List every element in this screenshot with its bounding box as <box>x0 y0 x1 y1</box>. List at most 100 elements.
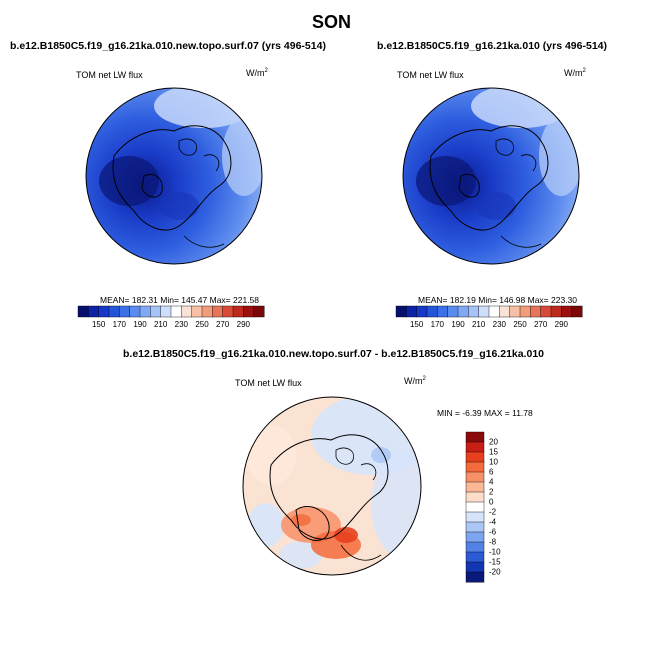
variable-label-diff: TOM net LW flux <box>235 378 302 388</box>
colorbar-swatch <box>465 531 485 543</box>
colorbar-abs-new-topo <box>77 305 265 318</box>
colorbar-swatch <box>465 541 485 553</box>
colorbar-diff <box>465 431 485 583</box>
colorbar-swatch <box>465 511 485 523</box>
polar-map-control <box>402 87 580 265</box>
colorbar-swatch <box>170 305 182 318</box>
colorbar-tick-label: 210 <box>153 320 168 329</box>
colorbar-swatch <box>499 305 511 318</box>
colorbar-swatch <box>465 481 485 493</box>
colorbar-swatch <box>465 441 485 453</box>
colorbar-tick-label: 150 <box>409 320 424 329</box>
colorbar-tick-label: 15 <box>489 447 498 457</box>
colorbar-tick-label: -20 <box>489 567 501 577</box>
diff-title: b.e12.B1850C5.f19_g16.21ka.010.new.topo.… <box>123 348 545 360</box>
colorbar-swatch <box>119 305 131 318</box>
colorbar-swatch <box>465 471 485 483</box>
colorbar-swatch <box>232 305 244 318</box>
colorbar-tick-label: -10 <box>489 547 501 557</box>
colorbar-tick-label: 210 <box>471 320 486 329</box>
colorbar-tick-label: 150 <box>91 320 106 329</box>
stats-new-topo: MEAN= 182.31 Min= 145.47 Max= 221.58 <box>100 295 260 305</box>
colorbar-swatch <box>478 305 490 318</box>
colorbar-tick-label: 190 <box>451 320 465 329</box>
units-label-new-topo: W/m2 <box>246 68 268 78</box>
colorbar-swatch <box>416 305 428 318</box>
colorbar-swatch <box>222 305 234 318</box>
colorbar-swatch <box>243 305 255 318</box>
colorbar-tick-label: 270 <box>533 320 548 329</box>
stats-control: MEAN= 182.19 Min= 146.98 Max= 223.30 <box>418 295 578 305</box>
colorbar-swatch <box>465 521 485 533</box>
variable-label-control: TOM net LW flux <box>397 70 464 80</box>
colorbar-swatch <box>181 305 193 318</box>
colorbar-tick-label: 230 <box>174 320 189 329</box>
colorbar-swatch <box>437 305 449 318</box>
colorbar-swatch <box>561 305 573 318</box>
colorbar-swatch <box>108 305 120 318</box>
colorbar-labels-control: 150 170 190 210 230 250 270 290 <box>396 320 582 332</box>
colorbar-tick-label: -15 <box>489 557 501 567</box>
colorbar-swatch <box>465 561 485 573</box>
colorbar-tick-label: 4 <box>489 477 494 487</box>
colorbar-swatch <box>150 305 162 318</box>
colorbar-tick-label: 250 <box>513 320 527 329</box>
variable-label-new-topo: TOM net LW flux <box>76 70 143 80</box>
figure-title: SON <box>311 12 351 32</box>
colorbar-tick-label: 250 <box>195 320 209 329</box>
colorbar-labels-diff: 20 15 10 6 4 2 0 -2 -4 -6 -8 -10 -15 -20 <box>489 432 519 582</box>
colorbar-tick-label: 6 <box>489 467 494 477</box>
colorbar-tick-label: 190 <box>133 320 147 329</box>
colorbar-swatch <box>191 305 203 318</box>
colorbar-swatch <box>488 305 500 318</box>
colorbar-tick-label: -4 <box>489 517 497 527</box>
colorbar-tick-label: 20 <box>489 437 498 447</box>
colorbar-abs-control <box>395 305 583 318</box>
colorbar-tick-label: 10 <box>489 457 498 467</box>
colorbar-swatch <box>98 305 110 318</box>
colorbar-swatch <box>530 305 542 318</box>
colorbar-swatch <box>160 305 172 318</box>
colorbar-swatch <box>519 305 531 318</box>
colorbar-tick-label: -6 <box>489 527 497 537</box>
panel-title-new-topo: b.e12.B1850C5.f19_g16.21ka.010.new.topo.… <box>10 40 326 52</box>
colorbar-swatch <box>550 305 562 318</box>
colorbar-swatch <box>465 551 485 563</box>
stats-diff: MIN = -6.39 MAX = 11.78 <box>437 408 533 418</box>
colorbar-tick-label: -8 <box>489 537 497 547</box>
colorbar-swatch <box>406 305 418 318</box>
polar-map-diff <box>242 396 422 576</box>
colorbar-tick-label: 230 <box>492 320 507 329</box>
colorbar-swatch <box>540 305 552 318</box>
colorbar-swatch <box>129 305 141 318</box>
units-label-control: W/m2 <box>564 68 586 78</box>
colorbar-tick-label: -2 <box>489 507 497 517</box>
colorbar-swatch <box>253 305 265 318</box>
colorbar-tick-label: 2 <box>489 487 494 497</box>
colorbar-swatch <box>465 431 485 443</box>
colorbar-swatch <box>465 571 485 583</box>
colorbar-swatch <box>77 305 89 318</box>
colorbar-labels-new-topo: 150 170 190 210 230 250 270 290 <box>78 320 264 332</box>
colorbar-tick-label: 0 <box>489 497 494 507</box>
colorbar-tick-label: 290 <box>554 320 569 329</box>
colorbar-swatch <box>468 305 480 318</box>
polar-map-new-topo <box>85 87 263 265</box>
colorbar-swatch <box>426 305 438 318</box>
colorbar-tick-label: 270 <box>215 320 230 329</box>
colorbar-swatch <box>465 451 485 463</box>
colorbar-swatch <box>447 305 459 318</box>
colorbar-swatch <box>212 305 224 318</box>
colorbar-swatch <box>509 305 521 318</box>
colorbar-swatch <box>465 461 485 473</box>
colorbar-swatch <box>88 305 100 318</box>
colorbar-tick-label: 170 <box>112 320 127 329</box>
colorbar-swatch <box>139 305 151 318</box>
colorbar-swatch <box>201 305 213 318</box>
panel-title-control: b.e12.B1850C5.f19_g16.21ka.010 (yrs 496-… <box>377 40 607 52</box>
colorbar-swatch <box>465 501 485 513</box>
colorbar-swatch <box>571 305 583 318</box>
colorbar-tick-label: 290 <box>236 320 251 329</box>
units-label-diff: W/m2 <box>404 376 426 386</box>
colorbar-swatch <box>395 305 407 318</box>
